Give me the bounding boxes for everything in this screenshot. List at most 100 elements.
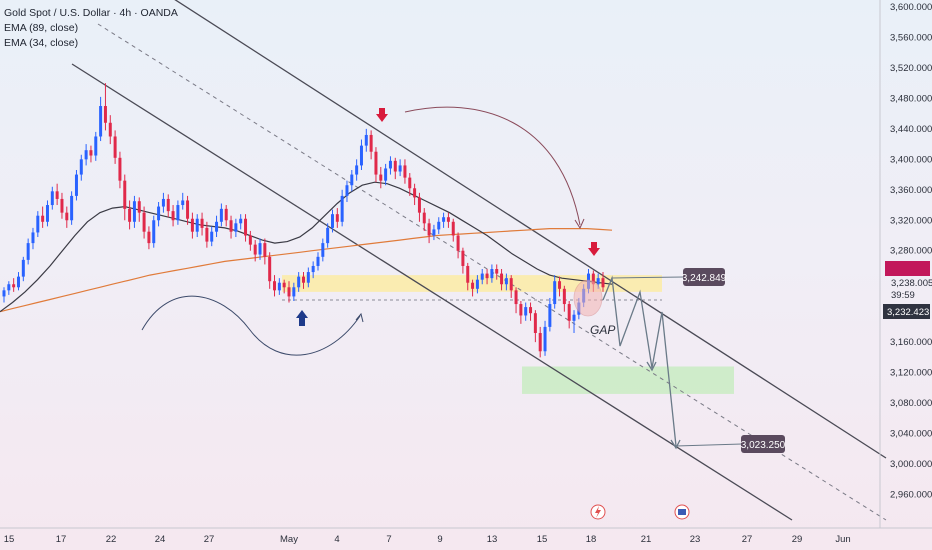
gap-label: GAP	[590, 323, 615, 337]
candle-body	[234, 223, 238, 232]
candle-body	[379, 174, 383, 181]
candle-body	[388, 160, 392, 169]
candle-body	[244, 218, 248, 236]
candle-body	[461, 250, 465, 266]
candle-body	[398, 165, 402, 172]
candle-body	[567, 304, 571, 321]
candle-body	[258, 243, 262, 255]
projection-arrow-head	[646, 361, 657, 372]
candle-body	[36, 215, 40, 233]
time-tick-label: 9	[437, 534, 442, 545]
channel-lower-line	[71, 63, 793, 521]
candle-body	[171, 211, 175, 221]
candle-body	[553, 281, 557, 305]
candle-body	[514, 290, 518, 305]
candle-body	[591, 273, 595, 285]
candle-body	[480, 273, 484, 280]
price-label-a: 3,238.005	[891, 278, 932, 289]
candle-body	[326, 227, 330, 244]
candle-body	[84, 150, 88, 160]
target-upper-badge	[683, 268, 725, 286]
candle-body	[321, 243, 325, 257]
candle-body	[224, 208, 228, 221]
candle-body	[74, 174, 78, 196]
channel-upper-line	[174, 0, 887, 459]
target-upper-label: 3,242.849	[682, 273, 727, 284]
gap-circle	[573, 279, 603, 317]
candle-body	[306, 272, 310, 283]
candle-body	[572, 314, 576, 321]
time-tick-label: 18	[586, 534, 597, 545]
time-tick-label: 29	[792, 534, 803, 545]
target-zone	[522, 366, 734, 394]
candle-body	[475, 279, 479, 289]
target-lower-label: 3,023.250	[741, 440, 786, 451]
candle-body	[26, 243, 30, 260]
candle-body	[340, 195, 344, 222]
price-tick-label: 3,120.000	[890, 368, 932, 379]
wave-curve	[141, 295, 361, 356]
price-tick-label: 3,520.000	[890, 63, 932, 74]
price-tick-label: 3,000.000	[890, 459, 932, 470]
candle-body	[432, 229, 436, 236]
current-price-tag	[885, 261, 930, 276]
time-tick-label: 15	[537, 534, 548, 545]
time-tick-label: 24	[155, 534, 166, 545]
candle-body	[21, 259, 25, 277]
candle-body	[345, 185, 349, 196]
candle-body	[369, 134, 373, 152]
countdown-label: 39:59	[891, 290, 915, 301]
ema89-legend: EMA (89, close)	[4, 22, 79, 34]
candle-body	[316, 256, 320, 266]
candle-body	[466, 265, 470, 283]
ema34-line	[0, 181, 613, 313]
price-tick-label: 3,160.000	[890, 337, 932, 348]
candle-body	[195, 218, 199, 232]
candle-body	[268, 256, 272, 282]
time-tick-label: 4	[334, 534, 339, 545]
candle-body	[403, 165, 407, 178]
candle-body	[504, 278, 508, 285]
candle-body	[364, 134, 368, 146]
candle-body	[128, 208, 132, 222]
candle-body	[16, 276, 20, 288]
price-tick-label: 3,560.000	[890, 32, 932, 43]
candle-body	[548, 304, 552, 327]
price-label-b: 3,232.423	[887, 307, 929, 318]
candle-body	[287, 287, 291, 297]
candle-body	[229, 220, 233, 232]
projection-path	[602, 275, 677, 447]
ema34-legend: EMA (34, close)	[4, 37, 79, 49]
target-upper-line	[611, 276, 685, 279]
candle-body	[311, 265, 315, 273]
candle-body	[350, 174, 354, 186]
candle-body	[558, 281, 562, 289]
price-tick-label: 3,040.000	[890, 429, 932, 440]
ema89-line	[0, 228, 613, 313]
candle-body	[490, 269, 494, 279]
candle-body	[166, 198, 170, 212]
time-tick-label: 23	[690, 534, 701, 545]
candle-body	[446, 217, 450, 222]
candle-body	[176, 205, 180, 221]
up-arrow-icon	[296, 310, 308, 326]
candle-body	[103, 106, 107, 123]
candle-body	[442, 217, 446, 222]
price-tick-label: 3,360.000	[890, 185, 932, 196]
candle-body	[253, 244, 257, 255]
candle-body	[302, 276, 305, 283]
candle-body	[157, 206, 161, 221]
candle-body	[65, 212, 69, 221]
price-tick-label: 3,400.000	[890, 154, 932, 165]
candle-body	[263, 243, 267, 257]
candle-body	[282, 282, 286, 288]
candle-body	[55, 191, 59, 199]
candle-body	[79, 159, 83, 175]
time-tick-label: 27	[204, 534, 215, 545]
candle-body	[413, 188, 417, 198]
price-tick-label: 3,440.000	[890, 124, 932, 135]
time-tick-label: 17	[56, 534, 67, 545]
candle-body	[393, 160, 397, 172]
